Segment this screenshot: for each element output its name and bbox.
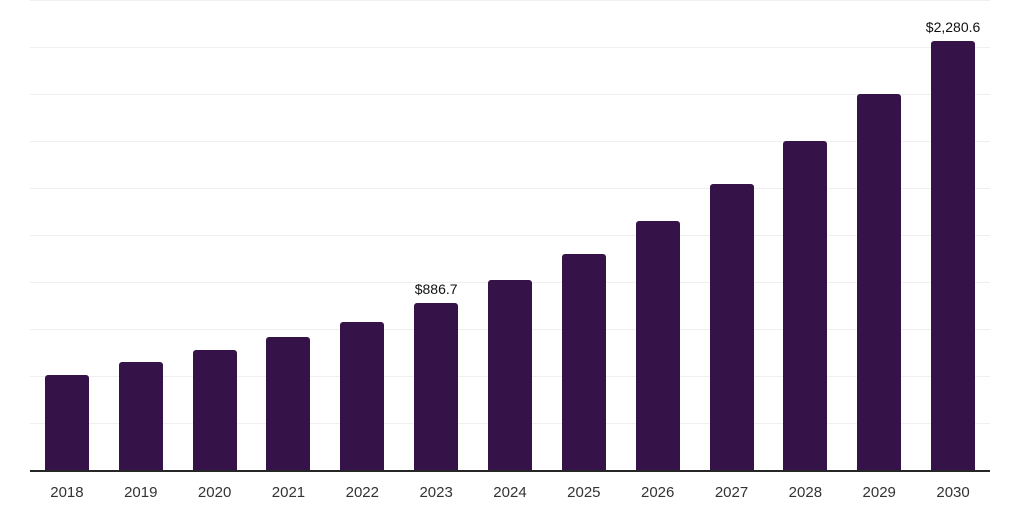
bar-2024: [487, 280, 532, 470]
bar-slot-2030: $2,280.6: [916, 0, 990, 470]
bar-2029: [857, 94, 902, 470]
bar-slot-2021: [252, 0, 326, 470]
gridline: [30, 188, 990, 189]
bar-2023: [414, 303, 459, 470]
gridline: [30, 0, 990, 1]
bar-slot-2022: [325, 0, 399, 470]
gridline: [30, 235, 990, 236]
x-axis-line: [30, 470, 990, 472]
gridline: [30, 141, 990, 142]
x-tick-2026: 2026: [640, 484, 675, 501]
bar-2030: [931, 41, 976, 470]
x-tick-2022: 2022: [345, 484, 379, 501]
value-label-2023: $886.7: [414, 281, 458, 298]
x-tick-2023: 2023: [419, 484, 453, 501]
plot-area: $886.7 $2,280.6: [30, 0, 990, 470]
bar-2021: [266, 337, 311, 470]
bar-slot-2023: $886.7: [399, 0, 473, 470]
x-tick-2030: 2030: [936, 484, 970, 501]
x-tick-2025: 2025: [567, 484, 601, 501]
bar-slot-2029: [842, 0, 916, 470]
x-tick-2018: 2018: [50, 484, 84, 501]
bar-2028: [783, 141, 828, 470]
bar-slot-2024: [473, 0, 547, 470]
x-tick-2029: 2029: [862, 484, 896, 501]
bar-2019: [118, 361, 163, 470]
gridline: [30, 94, 990, 95]
bar-slot-2020: [178, 0, 252, 470]
bar-slot-2028: [768, 0, 842, 470]
x-axis-tick-labels: 2018 2019 2020 2021 2022 2023 2024 2025 2026 2027…: [30, 482, 990, 504]
bar-2018: [44, 375, 89, 470]
value-label-2030: $2,280.6: [925, 19, 981, 36]
x-tick-2024: 2024: [493, 484, 527, 501]
gridline: [30, 47, 990, 48]
bar-2027: [709, 184, 754, 470]
x-tick-2027: 2027: [714, 484, 749, 501]
bar-slot-2026: [621, 0, 695, 470]
bar-2025: [561, 254, 606, 470]
bar-slot-2019: [104, 0, 178, 470]
bar-series: $886.7 $2,280.6: [30, 0, 990, 470]
bar-slot-2027: [695, 0, 769, 470]
x-tick-2019: 2019: [124, 484, 158, 501]
bar-2020: [192, 350, 237, 470]
x-tick-2020: 2020: [197, 484, 232, 501]
bar-2026: [635, 221, 680, 470]
bar-slot-2025: [547, 0, 621, 470]
x-tick-2028: 2028: [788, 484, 823, 501]
bar-slot-2018: [30, 0, 104, 470]
x-tick-2021: 2021: [271, 484, 306, 501]
bar-2022: [340, 322, 385, 470]
